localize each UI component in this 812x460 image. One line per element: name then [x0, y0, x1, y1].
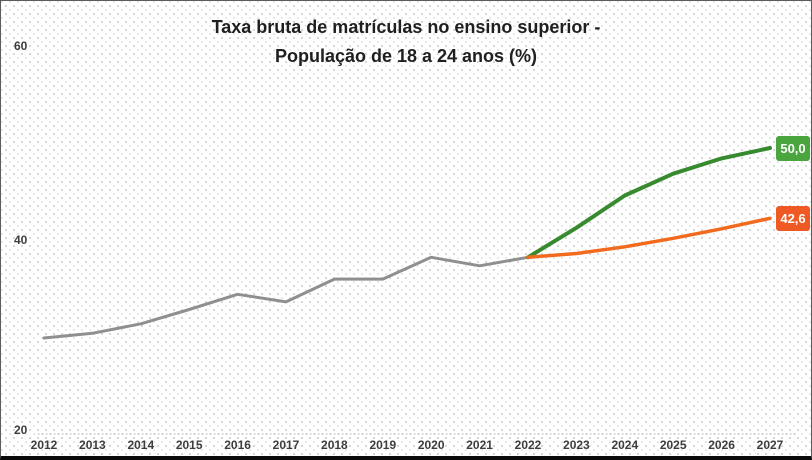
series-line-projecao-tendencia: [526, 216, 772, 260]
x-axis-tick-2012: 2012: [30, 438, 58, 452]
x-axis-tick-2021: 2021: [466, 438, 493, 452]
y-axis-tick-60: 60: [14, 39, 28, 53]
y-axis-tick-40: 40: [14, 233, 28, 247]
data-label-projecao-tendencia: 42,6: [776, 205, 810, 231]
x-axis-tick-2019: 2019: [369, 438, 397, 452]
x-axis-tick-2022: 2022: [514, 438, 542, 452]
x-axis-tick-2014: 2014: [127, 438, 155, 452]
x-axis-tick-2023: 2023: [563, 438, 590, 452]
x-axis-tick-2020: 2020: [417, 438, 445, 452]
x-axis-tick-2018: 2018: [321, 438, 348, 452]
x-axis-tick-2027: 2027: [756, 438, 784, 452]
chart-title: Taxa bruta de matrículas no ensino super…: [1, 13, 811, 71]
chart-title-line2: População de 18 a 24 anos (%): [274, 45, 538, 66]
x-axis-tick-2025: 2025: [659, 438, 687, 452]
x-axis-tick-2024: 2024: [611, 438, 639, 452]
x-axis-tick-2017: 2017: [272, 438, 300, 452]
data-label-meta-50: 50,0: [776, 135, 810, 161]
x-axis-tick-2026: 2026: [708, 438, 735, 452]
x-axis-tick-2016: 2016: [224, 438, 251, 452]
series-line-observado: [42, 255, 530, 340]
x-axis-tick-2015: 2015: [175, 438, 203, 452]
series-line-meta-50: [526, 146, 772, 260]
x-axis-tick-2013: 2013: [79, 438, 106, 452]
y-axis-tick-20: 20: [14, 423, 28, 437]
chart-title-line1: Taxa bruta de matrículas no ensino super…: [211, 17, 601, 37]
